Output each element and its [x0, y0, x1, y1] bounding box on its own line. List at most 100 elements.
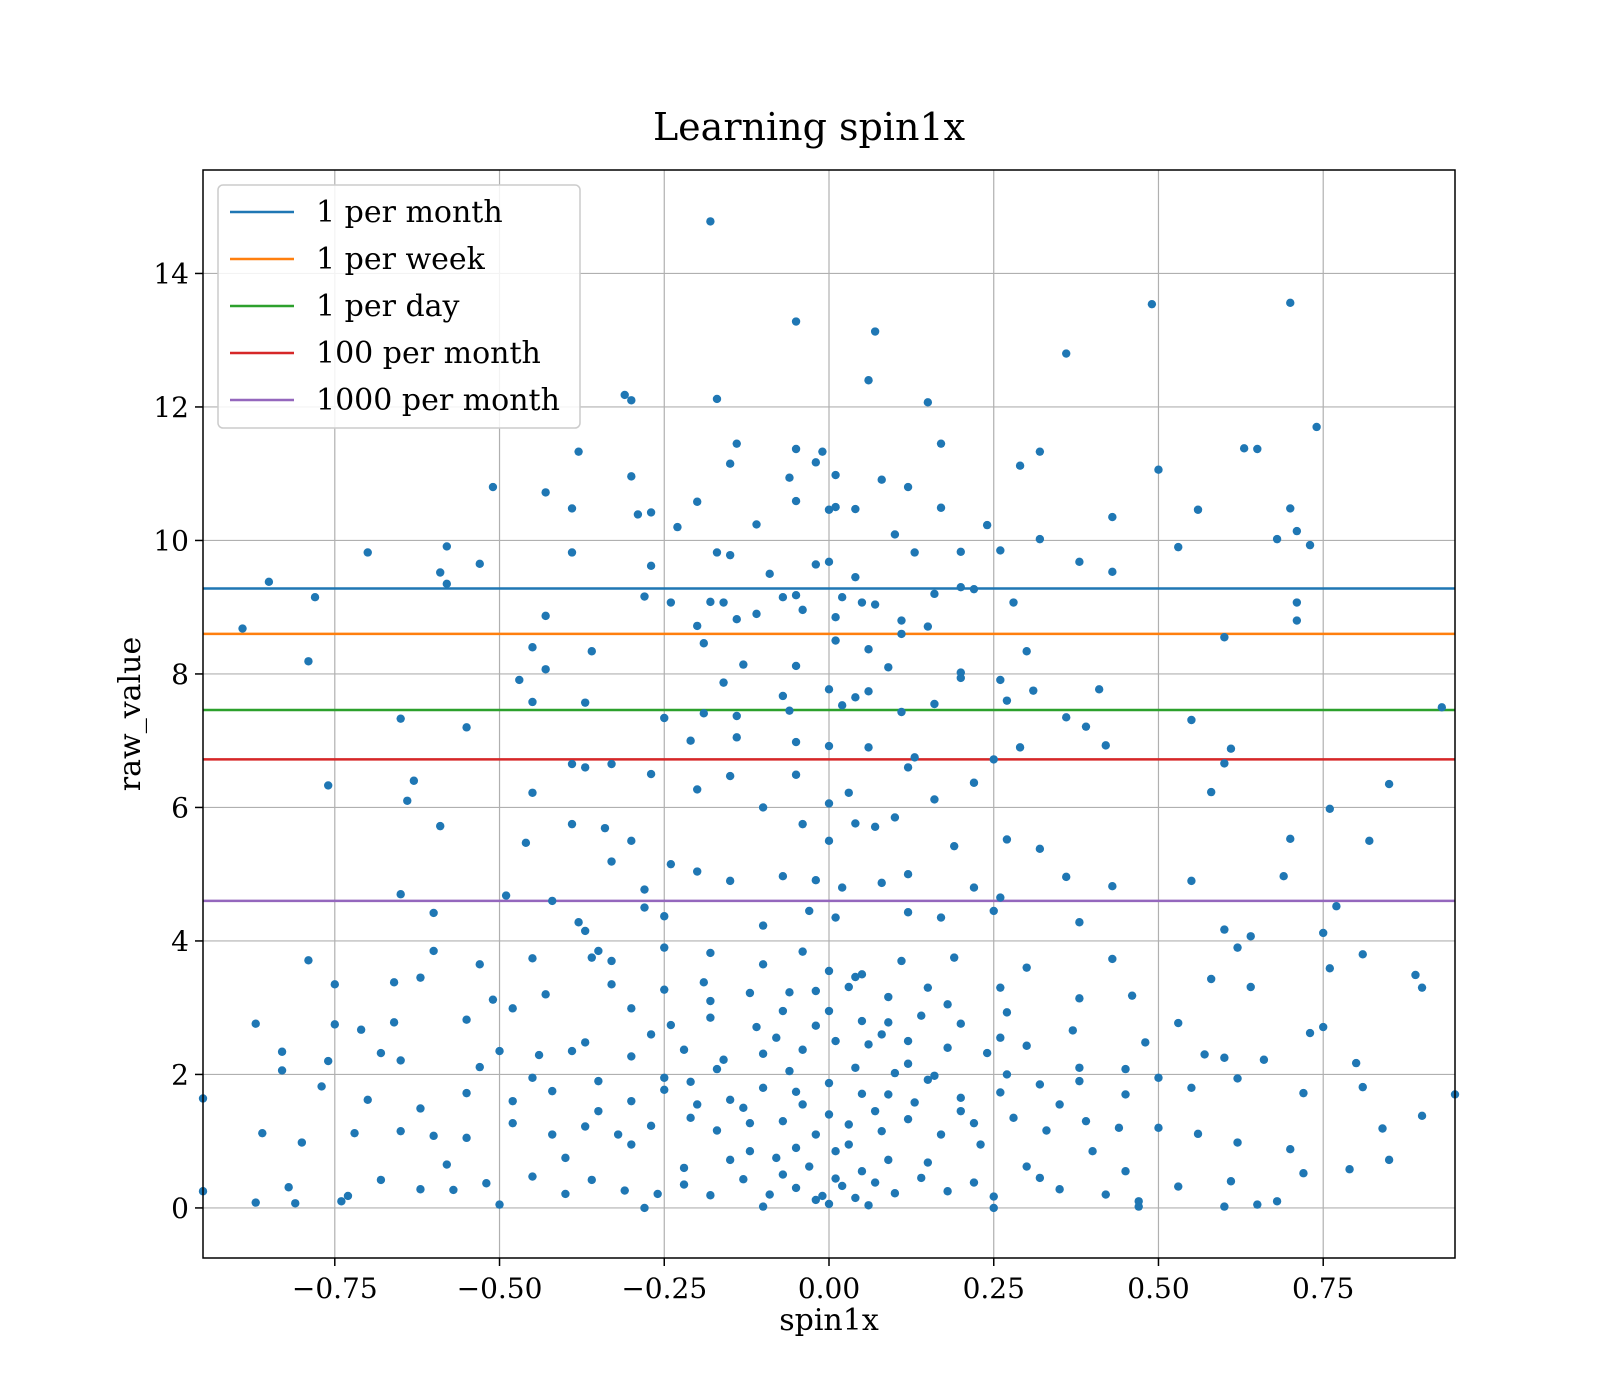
data-point — [574, 447, 583, 456]
data-point — [508, 1118, 517, 1128]
data-point — [706, 1013, 715, 1022]
data-point — [1226, 1177, 1236, 1186]
data-point — [1075, 1063, 1084, 1072]
data-point — [1035, 534, 1045, 544]
legend-entry-label: 1 per week — [316, 242, 486, 277]
data-point — [462, 723, 471, 732]
data-point — [1332, 902, 1341, 911]
data-point — [706, 1191, 715, 1200]
data-point — [917, 1011, 926, 1020]
data-point — [429, 908, 438, 918]
data-point — [1206, 787, 1216, 797]
data-point — [996, 1033, 1005, 1042]
data-point — [396, 714, 405, 723]
y-tick-label: 10 — [153, 524, 189, 557]
data-point — [851, 572, 860, 582]
data-point — [791, 444, 801, 454]
data-points — [198, 217, 1460, 1213]
data-point — [1035, 447, 1045, 456]
x-tick-label: 0.50 — [1127, 1272, 1189, 1305]
data-point — [416, 1185, 425, 1194]
data-point — [528, 1073, 537, 1082]
data-point — [660, 713, 669, 723]
data-point — [376, 1048, 386, 1058]
data-point — [258, 1128, 267, 1138]
data-point — [1411, 970, 1420, 980]
data-point — [923, 622, 933, 631]
data-point — [1292, 598, 1302, 607]
data-point — [1253, 444, 1262, 454]
data-point — [594, 1076, 603, 1086]
data-point — [653, 1189, 662, 1199]
data-point — [666, 598, 676, 607]
data-point — [864, 645, 873, 654]
data-point — [1015, 461, 1025, 470]
x-tick-label: 0.25 — [963, 1272, 1025, 1305]
y-axis-label: raw_value — [113, 637, 148, 791]
data-point — [646, 769, 656, 779]
data-point — [495, 1200, 504, 1209]
data-point — [1365, 836, 1374, 846]
data-point — [660, 1085, 669, 1094]
data-point — [475, 960, 484, 969]
data-point — [864, 743, 873, 752]
data-point — [515, 675, 524, 685]
data-point — [936, 439, 946, 448]
data-point — [824, 557, 834, 567]
data-point — [1101, 1190, 1110, 1199]
data-point — [1121, 1090, 1130, 1099]
data-point — [666, 859, 676, 869]
data-point — [442, 1160, 452, 1169]
data-point — [943, 1000, 952, 1009]
data-point — [567, 759, 577, 769]
data-point — [884, 1018, 893, 1027]
data-point — [693, 1100, 702, 1109]
data-point — [877, 1030, 886, 1039]
data-point — [1305, 1028, 1315, 1038]
data-point — [1035, 844, 1045, 854]
data-point — [646, 1121, 656, 1131]
data-point — [1233, 1138, 1242, 1147]
data-point — [897, 629, 906, 639]
data-point — [976, 1140, 985, 1149]
y-axis-ticks: 0 2 4 6 8 10 12 14 — [153, 257, 203, 1225]
data-point — [870, 822, 880, 832]
x-axis-ticks: −0.75 −0.50 −0.25 0.00 0.25 0.50 0.75 — [292, 1258, 1354, 1305]
data-point — [851, 1193, 860, 1203]
data-point — [1108, 882, 1117, 891]
data-point — [732, 711, 741, 721]
data-point — [897, 956, 906, 966]
data-point — [837, 701, 847, 710]
data-point — [725, 459, 735, 468]
data-point — [725, 1155, 735, 1165]
data-point — [837, 592, 847, 602]
data-point — [1187, 715, 1196, 725]
data-point — [574, 918, 583, 927]
data-point — [791, 590, 801, 600]
data-point — [831, 1174, 840, 1183]
data-point — [870, 600, 880, 609]
data-point — [284, 1183, 293, 1192]
data-point — [1358, 950, 1367, 959]
data-point — [1101, 741, 1110, 750]
data-point — [910, 753, 919, 762]
data-point — [706, 597, 715, 607]
data-point — [1108, 567, 1117, 577]
data-point — [482, 1179, 491, 1188]
data-point — [1068, 1026, 1078, 1035]
data-point — [884, 992, 893, 1002]
data-point — [521, 838, 531, 848]
data-point — [989, 906, 998, 916]
data-point — [732, 615, 741, 624]
data-point — [607, 956, 616, 966]
data-point — [1141, 1038, 1150, 1047]
data-point — [1200, 1050, 1209, 1059]
data-point — [488, 482, 498, 492]
data-point — [304, 956, 313, 965]
y-tick-label: 6 — [171, 791, 189, 824]
data-point — [950, 953, 959, 962]
data-point — [1384, 1155, 1394, 1165]
data-point — [409, 776, 419, 785]
data-point — [877, 878, 886, 888]
data-point — [587, 1175, 596, 1185]
